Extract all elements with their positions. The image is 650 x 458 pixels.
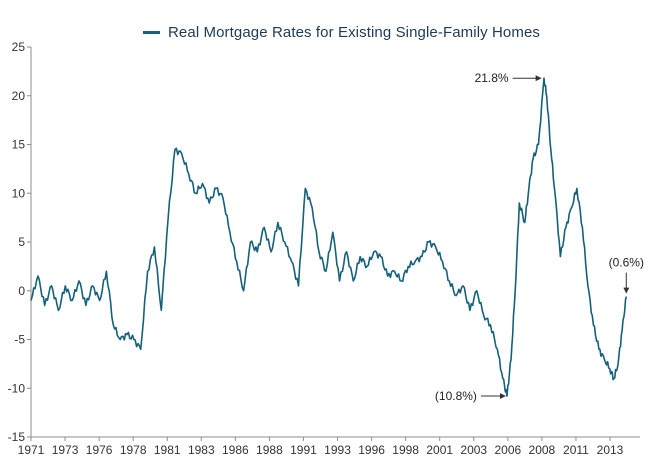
y-tick-label: 15 [12,138,26,152]
x-tick-label: 1991 [290,443,317,457]
y-tick-label: 0 [18,284,25,298]
y-axis-ticks: 25 20 15 10 5 0 -5 -10 -15 [8,40,31,444]
x-tick-label: 2013 [597,443,624,457]
series-line [30,77,628,397]
x-tick-label: 1986 [222,443,249,457]
x-tick-label: 1978 [120,443,147,457]
y-tick-label: -15 [8,430,26,444]
x-tick-label: 2003 [460,443,487,457]
annotations: 21.8% (10.8%) (0.6%) [435,71,644,403]
x-tick-label: 1983 [188,443,215,457]
x-tick-label: 2001 [426,443,453,457]
annotation-peak-label: 21.8% [475,71,509,85]
x-tick-label: 1988 [256,443,283,457]
x-axis-ticks: 1971 1973 1976 1978 1981 1983 1986 1988 1991 1993… [18,437,624,457]
y-tick-label: -5 [14,333,25,347]
x-tick-label: 1998 [392,443,419,457]
y-tick-label: 5 [18,235,25,249]
x-tick-label: 1973 [52,443,79,457]
x-tick-label: 1993 [324,443,351,457]
x-tick-label: 2011 [563,443,589,457]
x-tick-label: 1981 [154,443,181,457]
x-tick-label: 1996 [358,443,385,457]
y-tick-label: 20 [12,89,26,103]
x-tick-label: 1976 [86,443,113,457]
axes [30,47,640,438]
chart-legend: Real Mortgage Rates for Existing Single-… [143,22,540,42]
x-tick-label: 2008 [529,443,556,457]
y-tick-label: 25 [12,40,26,54]
annotation-latest-label: (0.6%) [609,256,644,270]
annotation-trough-label: (10.8%) [435,389,477,403]
x-tick-label: 1971 [18,443,45,457]
plot-area [30,77,628,397]
legend-swatch [143,30,160,34]
legend-label: Real Mortgage Rates for Existing Single-… [168,23,541,41]
y-tick-label: 10 [12,186,26,200]
y-tick-label: -10 [8,381,26,395]
x-tick-label: 2006 [494,443,521,457]
